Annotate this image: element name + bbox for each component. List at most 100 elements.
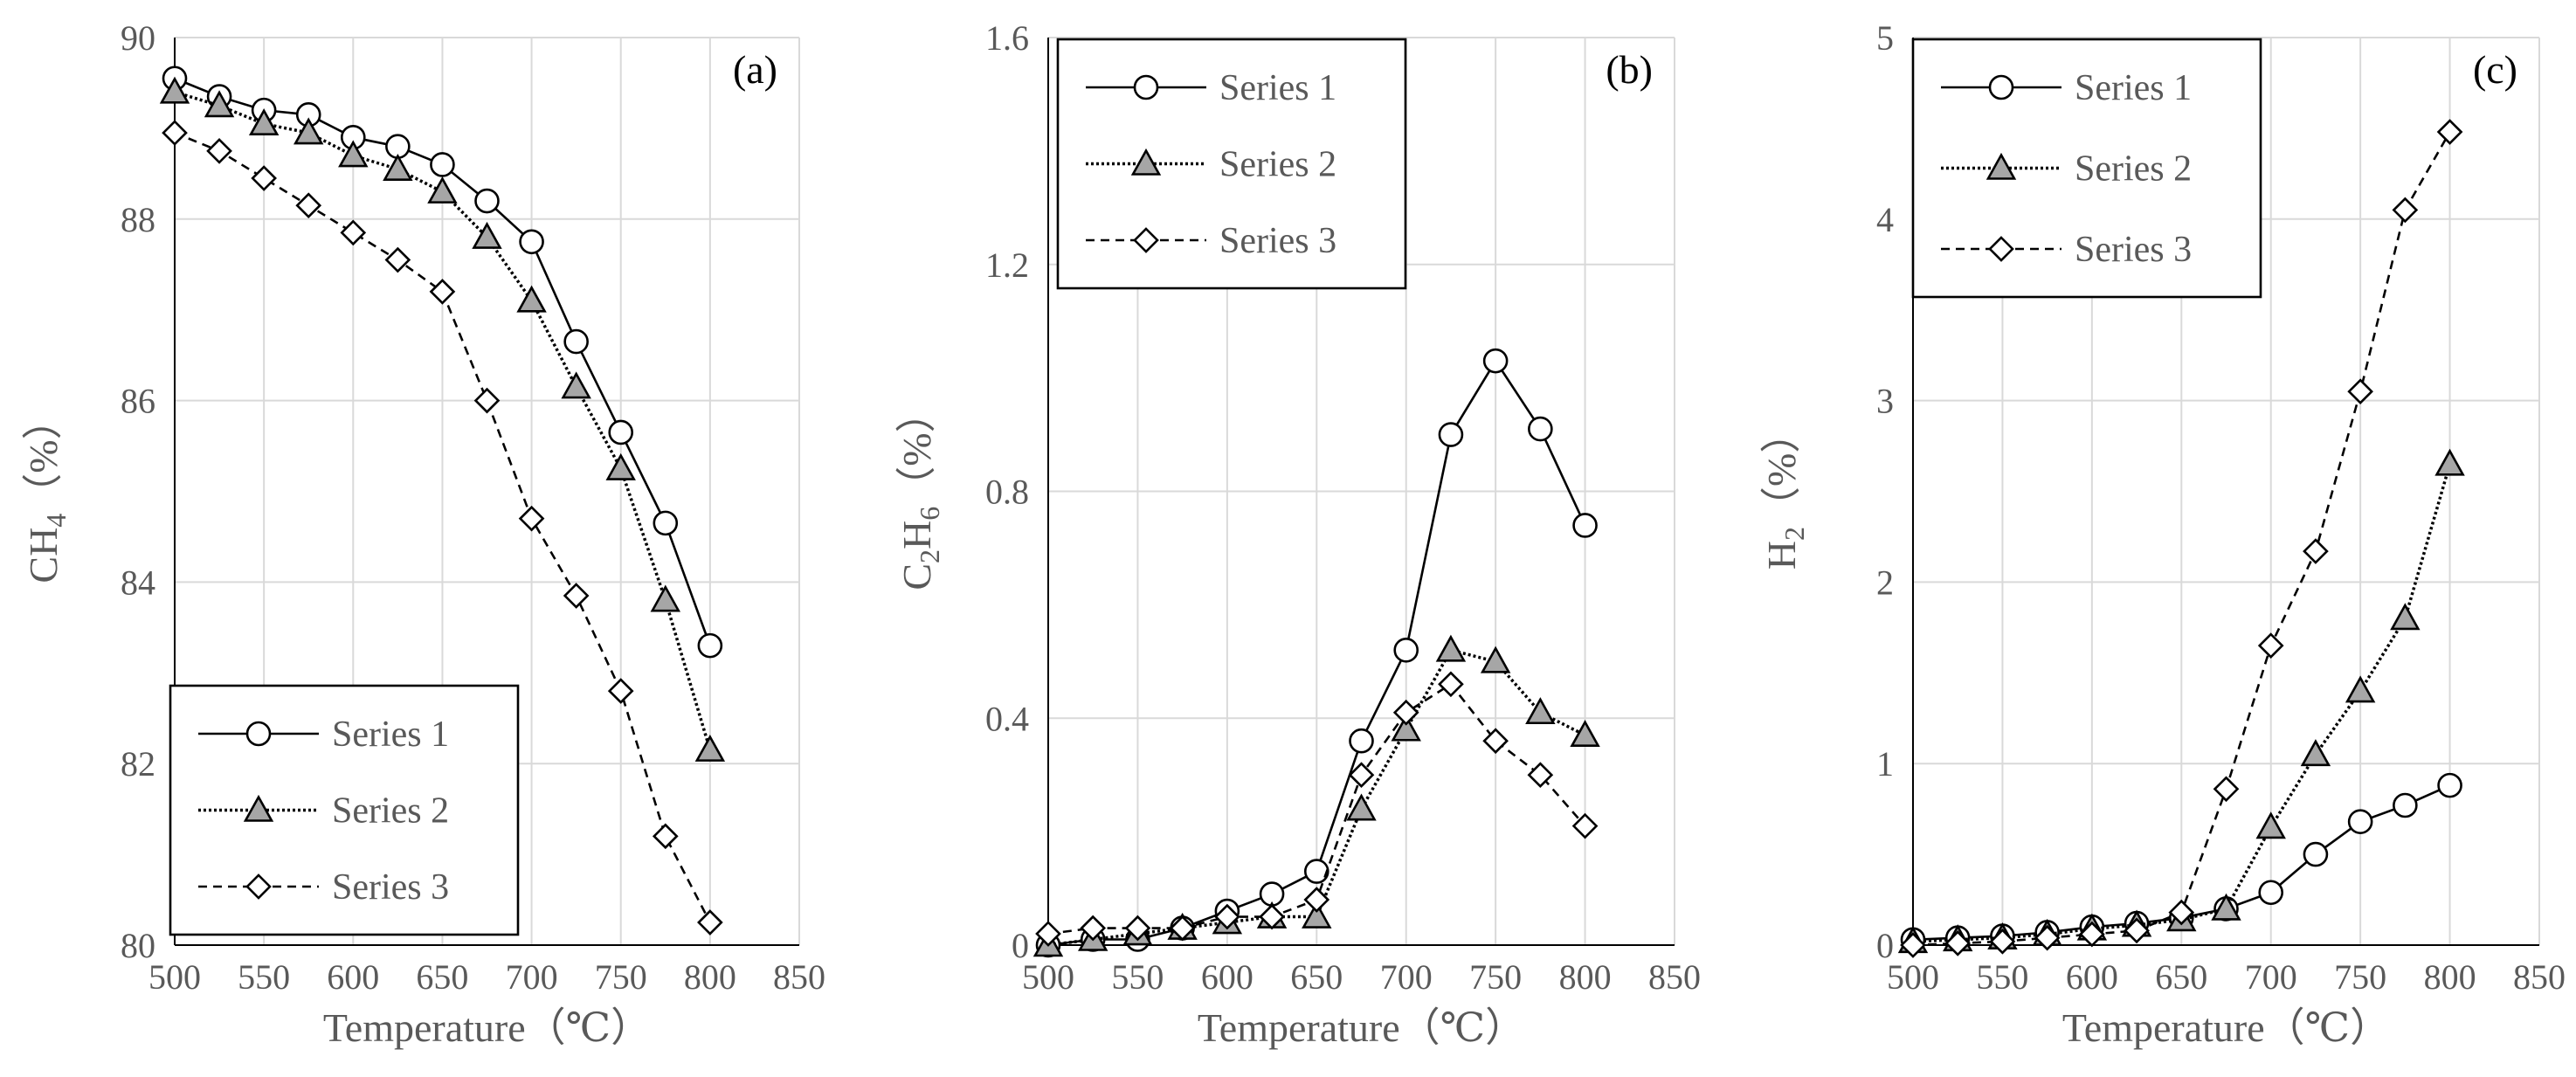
x-tick-label: 850 <box>1648 957 1701 997</box>
data-point <box>384 246 411 273</box>
data-point <box>2393 792 2418 818</box>
legend-box <box>1056 38 1407 290</box>
data-point <box>1900 932 1926 958</box>
legend: Series 1 Series 2 Series 3 <box>169 684 520 936</box>
data-point <box>430 152 455 177</box>
data-point <box>1392 699 1419 726</box>
legend-marker-series-3 <box>1133 227 1159 253</box>
y-axis-title-base: C <box>894 563 939 590</box>
y-tick-label: 80 <box>121 926 155 965</box>
y-axis-title: H2（%） <box>1759 413 1810 570</box>
legend-marker-series-1 <box>1133 74 1159 100</box>
legend-label-series-3: Series 3 <box>332 867 449 908</box>
y-tick-label: 0 <box>1876 926 1894 965</box>
legend-box <box>1911 38 2262 299</box>
x-tick-label: 700 <box>506 957 558 997</box>
y-axis-title-base: H <box>1759 541 1804 570</box>
data-point <box>1989 929 2016 955</box>
legend-label-series-1: Series 1 <box>2075 68 2192 108</box>
data-point <box>1438 422 1464 447</box>
data-point <box>605 452 636 480</box>
data-point <box>2303 841 2329 867</box>
x-tick-label: 500 <box>1022 957 1074 997</box>
data-point <box>2257 632 2284 659</box>
chart-panel-2: 500 550 600 650 700 750 800 850 0 1 2 3 4 5 Temperatur… <box>1759 18 2566 1050</box>
data-point <box>2345 675 2376 703</box>
data-point <box>340 219 367 246</box>
x-axis-title: Temperature（℃） <box>2062 1005 2390 1050</box>
y-axis-title-mid: H <box>894 521 939 549</box>
x-tick-label: 500 <box>148 957 201 997</box>
legend-marker-series-2 <box>243 794 274 822</box>
data-point <box>1391 714 1421 742</box>
x-tick-label: 750 <box>595 957 647 997</box>
data-point <box>1944 930 1972 956</box>
series-2 <box>159 76 726 762</box>
data-point <box>1348 762 1375 789</box>
data-point <box>383 153 413 181</box>
data-point <box>2300 739 2331 767</box>
y-axis-title-unit: （%） <box>1759 413 1804 527</box>
x-tick-label: 650 <box>416 957 468 997</box>
x-tick-label: 500 <box>1887 957 1939 997</box>
data-point <box>1346 793 1377 821</box>
data-point <box>1302 901 1332 929</box>
data-point <box>1480 646 1511 673</box>
legend-label-series-2: Series 2 <box>1219 145 1336 185</box>
data-point <box>2392 197 2419 224</box>
data-point <box>1528 416 1553 442</box>
data-point <box>429 279 456 305</box>
series-3 <box>1900 119 2463 958</box>
data-point <box>607 678 634 704</box>
data-point <box>2347 809 2373 834</box>
data-point <box>1393 638 1419 663</box>
x-tick-label: 850 <box>2513 957 2566 997</box>
data-point <box>1572 513 1598 538</box>
data-point <box>206 138 232 164</box>
x-tick-label: 750 <box>2334 957 2386 997</box>
x-tick-label: 600 <box>327 957 379 997</box>
data-point <box>2303 538 2329 564</box>
x-axis-title: Temperature（℃） <box>1198 1005 1525 1050</box>
data-point <box>518 505 545 532</box>
y-tick-label: 0 <box>1012 926 1029 965</box>
data-point <box>2390 603 2421 631</box>
data-point <box>2211 893 2241 921</box>
data-point <box>294 117 324 145</box>
data-point <box>295 192 322 219</box>
data-point <box>563 583 590 609</box>
data-point <box>2436 119 2463 145</box>
data-point <box>2124 917 2150 944</box>
legend-marker-series-2 <box>1986 152 2017 180</box>
data-point <box>2437 772 2462 798</box>
y-tick-label: 0.4 <box>985 699 1029 738</box>
legend-marker-series-2 <box>1130 148 1162 176</box>
data-point <box>652 823 679 850</box>
data-point <box>2034 924 2061 951</box>
legend-box <box>169 684 520 936</box>
data-point <box>653 510 679 536</box>
legend-label-series-2: Series 2 <box>332 791 449 832</box>
y-tick-label: 4 <box>1876 200 1894 239</box>
legend-label-series-1: Series 1 <box>332 715 449 755</box>
data-point <box>204 90 235 118</box>
legend-label-series-3: Series 3 <box>2075 230 2192 270</box>
y-tick-label: 0.8 <box>985 473 1029 512</box>
data-point <box>338 140 369 168</box>
data-point <box>1527 762 1554 789</box>
data-point <box>1435 634 1467 662</box>
series-3 <box>1035 671 1599 947</box>
data-point <box>2213 776 2240 803</box>
legend-marker-series-3 <box>245 873 272 900</box>
data-point <box>1124 915 1151 942</box>
x-tick-label: 550 <box>238 957 290 997</box>
panel-label: (a) <box>733 47 777 92</box>
data-point <box>1080 915 1107 942</box>
data-point <box>2434 448 2465 476</box>
data-point <box>162 120 188 146</box>
legend-marker-series-1 <box>1988 74 2014 100</box>
data-point <box>251 165 277 191</box>
y-tick-label: 86 <box>121 382 155 421</box>
data-point <box>474 188 500 214</box>
